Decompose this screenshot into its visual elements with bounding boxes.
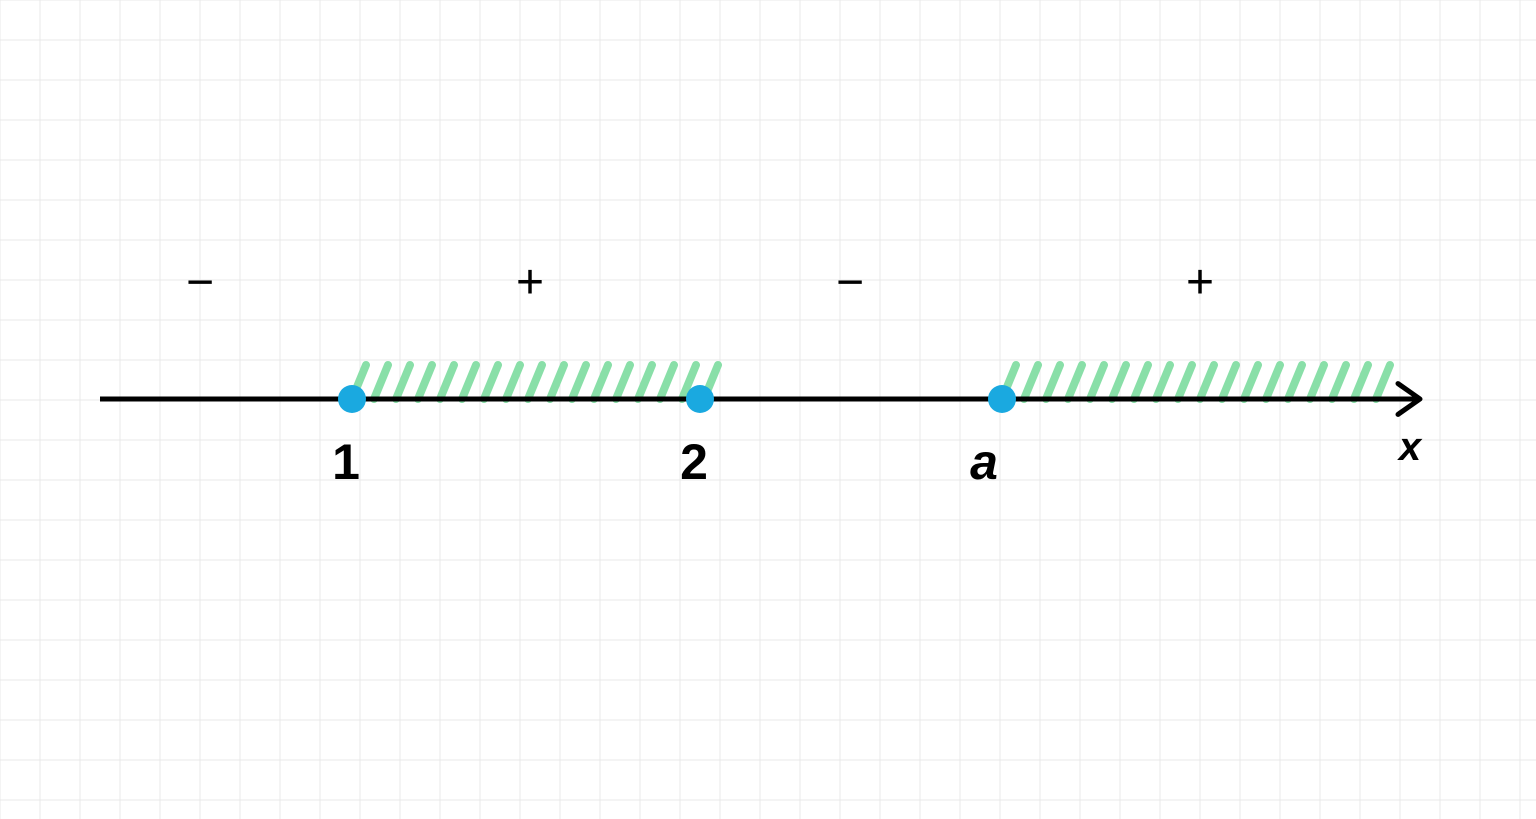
point-2 — [686, 385, 714, 413]
sign-2: − — [836, 256, 864, 309]
sign-diagram: x 1 2 a − + − + — [0, 0, 1536, 819]
sign-3: + — [1186, 256, 1214, 309]
point-label-2: 2 — [680, 434, 708, 490]
sign-0: − — [186, 256, 214, 309]
sign-1: + — [516, 256, 544, 309]
point-a — [988, 385, 1016, 413]
point-label-a: a — [970, 434, 998, 490]
point-1 — [338, 385, 366, 413]
x-axis-label: x — [1397, 425, 1423, 469]
canvas-background — [0, 0, 1536, 819]
point-label-1: 1 — [332, 434, 360, 490]
